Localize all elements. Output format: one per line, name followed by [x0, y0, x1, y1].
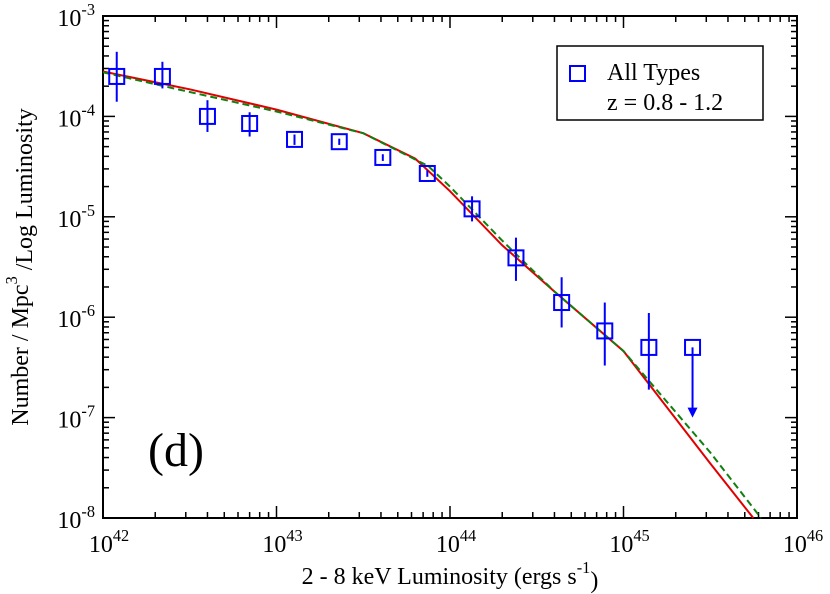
data-point	[463, 200, 481, 218]
y-tick-label: 10-8​	[57, 502, 95, 534]
data-point	[374, 148, 392, 166]
data-point	[596, 322, 614, 340]
x-axis-title: 2 - 8 keV Luminosity (ergs s-1​)	[302, 558, 599, 594]
y-tick-label: 10-3​	[57, 0, 95, 32]
data-point	[507, 249, 525, 267]
legend-label: All Types	[607, 60, 700, 86]
y-tick-label: 10-5​	[57, 201, 95, 233]
data-point	[108, 67, 126, 85]
data-point	[153, 67, 171, 85]
data-point	[418, 164, 436, 182]
x-tick-label: 1046​	[783, 526, 823, 558]
y-tick-label: 10-7​	[57, 401, 95, 433]
x-tick-label: 1043​	[262, 526, 302, 558]
upper-limit-arrowhead	[687, 407, 698, 418]
legend-box	[556, 45, 764, 121]
legend-note: z = 0.8 - 1.2	[607, 90, 723, 116]
data-point	[330, 133, 348, 151]
y-tick-label: 10-6​	[57, 301, 95, 333]
data-point	[684, 338, 702, 356]
x-tick-label: 1045​	[609, 526, 649, 558]
y-tick-label: 10-4​	[57, 100, 95, 132]
data-point	[241, 114, 259, 132]
data-point	[198, 107, 216, 125]
plot-frame	[102, 15, 798, 519]
model-line	[102, 71, 762, 519]
data-point	[553, 294, 571, 312]
model-line	[102, 70, 755, 519]
legend-marker	[569, 65, 586, 82]
y-axis-title: Number / Mpc3​ /Log Luminosity	[2, 108, 38, 425]
data-point	[286, 130, 304, 148]
x-tick-label: 1044​	[436, 526, 476, 558]
data-point	[640, 338, 658, 356]
x-tick-label: 1042​	[89, 526, 129, 558]
annotation: (d)	[148, 424, 204, 477]
